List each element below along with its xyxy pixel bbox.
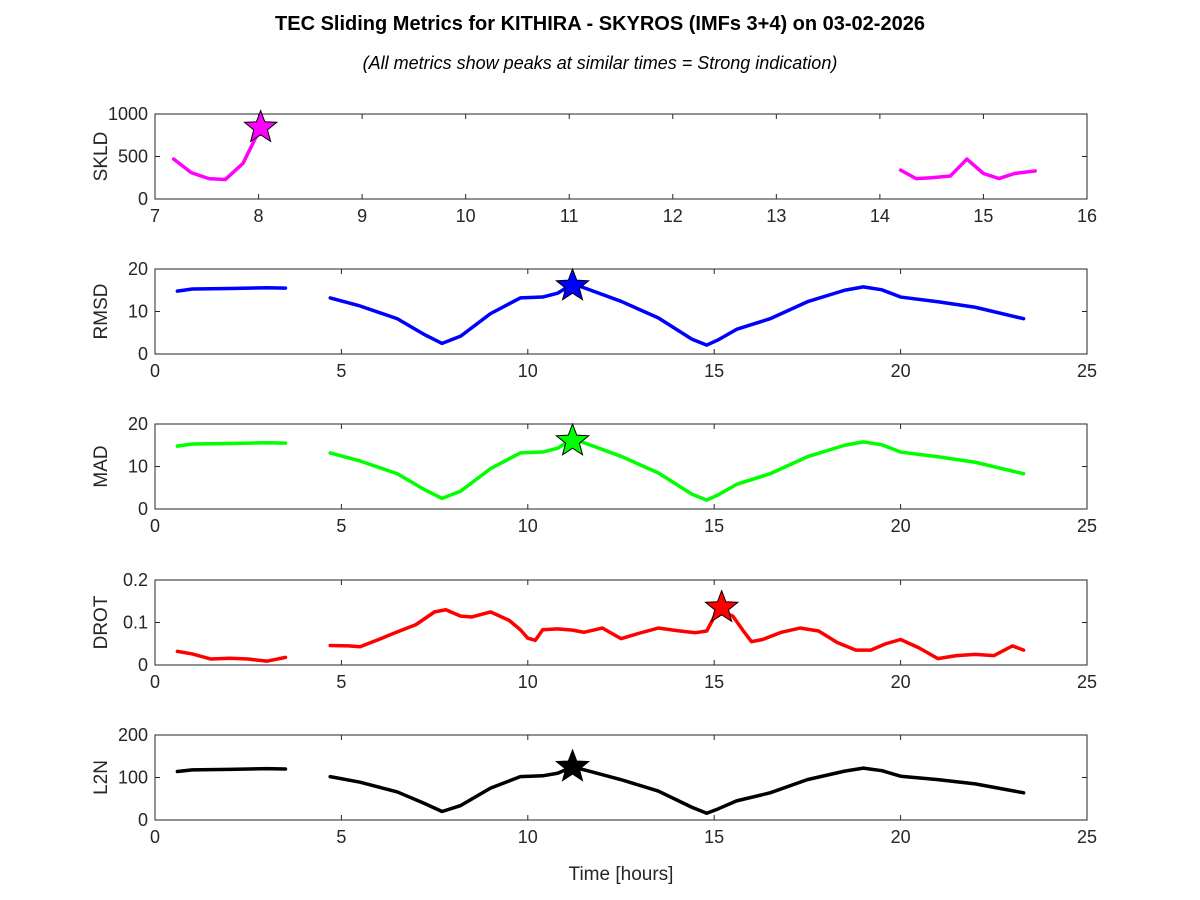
series-line-1: [171, 125, 263, 182]
x-tick-label: 13: [766, 206, 786, 226]
y-tick-label: 0: [138, 499, 148, 519]
x-tick-label: 25: [1077, 672, 1097, 692]
y-axis-label: L2N: [91, 760, 112, 795]
x-tick-label: 12: [663, 206, 683, 226]
x-tick-label: 5: [336, 672, 346, 692]
y-axis-label: DROT: [91, 595, 112, 649]
subplot-skld: 7 8 9 10 11 12 13 14 15 16 0 500 1000 SKLD: [91, 104, 1097, 226]
series-line-2: [328, 765, 1026, 815]
subplot-rmsd: 0 5 10 15 20 25 0 10 20 RMSD: [91, 259, 1097, 381]
y-tick-label: 10: [128, 302, 148, 322]
y-tick-label: 1000: [108, 104, 148, 124]
x-tick-label: 0: [150, 827, 160, 847]
y-tick-label: 0: [138, 810, 148, 830]
x-tick-label: 15: [704, 516, 724, 536]
subplot-mad: 0 5 10 15 20 25 0 10 20 MAD: [91, 414, 1097, 536]
x-tick-label: 15: [704, 672, 724, 692]
y-tick-label: 100: [118, 768, 148, 788]
axes-box: [154, 734, 1088, 821]
y-tick-label: 0.1: [123, 613, 148, 633]
y-tick-label: 500: [118, 147, 148, 167]
subplot-l2n: 0 5 10 15 20 25 0 100 200 L2N Time [hours]: [91, 725, 1097, 885]
y-axis-label: MAD: [91, 445, 112, 487]
peak-star-marker: [243, 109, 279, 143]
y-tick-label: 200: [118, 725, 148, 745]
x-tick-label: 20: [891, 827, 911, 847]
axes-box: [154, 423, 1088, 510]
x-tick-label: 20: [891, 361, 911, 381]
x-tick-label: 10: [518, 361, 538, 381]
series-line-2: [898, 157, 1037, 181]
subplot-drot: 0 5 10 15 20 25 0 0.1 0.2 DROT: [91, 570, 1097, 692]
x-tick-label: 8: [254, 206, 264, 226]
y-tick-label: 0: [138, 344, 148, 364]
axes-box: [154, 268, 1088, 355]
x-tick-label: 10: [518, 827, 538, 847]
y-axis-label: RMSD: [91, 284, 112, 340]
series-line-2: [328, 437, 1026, 502]
x-tick-label: 7: [150, 206, 160, 226]
x-tick-label: 5: [336, 361, 346, 381]
x-tick-label: 16: [1077, 206, 1097, 226]
series-line-1: [175, 766, 288, 774]
x-tick-label: 0: [150, 516, 160, 536]
x-tick-label: 15: [973, 206, 993, 226]
x-tick-label: 10: [456, 206, 476, 226]
series-line-2: [328, 608, 1026, 661]
peak-star-marker: [555, 267, 591, 301]
series-line-2: [328, 282, 1026, 347]
plot-area: [155, 424, 1087, 509]
plot-area: [155, 735, 1087, 820]
x-tick-label: 20: [891, 672, 911, 692]
plot-area: [155, 114, 1087, 199]
x-tick-label: 15: [704, 827, 724, 847]
axes-box: [154, 579, 1088, 666]
x-tick-label: 14: [870, 206, 890, 226]
x-tick-label: 10: [518, 672, 538, 692]
y-tick-label: 0: [138, 655, 148, 675]
series-line-1: [175, 649, 288, 663]
series-line-1: [175, 285, 288, 293]
x-tick-label: 11: [560, 206, 579, 226]
x-tick-label: 5: [336, 827, 346, 847]
y-tick-label: 0: [138, 189, 148, 209]
y-axis-label: SKLD: [91, 132, 112, 182]
peak-star-marker: [704, 589, 740, 623]
x-tick-label: 5: [336, 516, 346, 536]
axes-box: [154, 113, 1088, 200]
x-tick-label: 15: [704, 361, 724, 381]
y-tick-label: 10: [128, 457, 148, 477]
x-tick-label: 0: [150, 672, 160, 692]
x-tick-label: 0: [150, 361, 160, 381]
y-tick-label: 0.2: [123, 570, 148, 590]
x-tick-label: 25: [1077, 361, 1097, 381]
plot-area: [155, 269, 1087, 354]
series-line-1: [175, 440, 288, 448]
peak-star-marker: [555, 422, 591, 456]
x-tick-label: 9: [357, 206, 367, 226]
chart-title: TEC Sliding Metrics for KITHIRA - SKYROS…: [275, 13, 925, 35]
y-tick-label: 20: [128, 259, 148, 279]
plot-area: [155, 580, 1087, 665]
x-tick-label: 10: [518, 516, 538, 536]
chart-subtitle: (All metrics show peaks at similar times…: [363, 53, 838, 73]
peak-star-marker: [555, 748, 591, 782]
x-tick-label: 25: [1077, 516, 1097, 536]
x-tick-label: 20: [891, 516, 911, 536]
x-tick-label: 25: [1077, 827, 1097, 847]
x-axis-label: Time [hours]: [569, 864, 674, 885]
y-tick-label: 20: [128, 414, 148, 434]
